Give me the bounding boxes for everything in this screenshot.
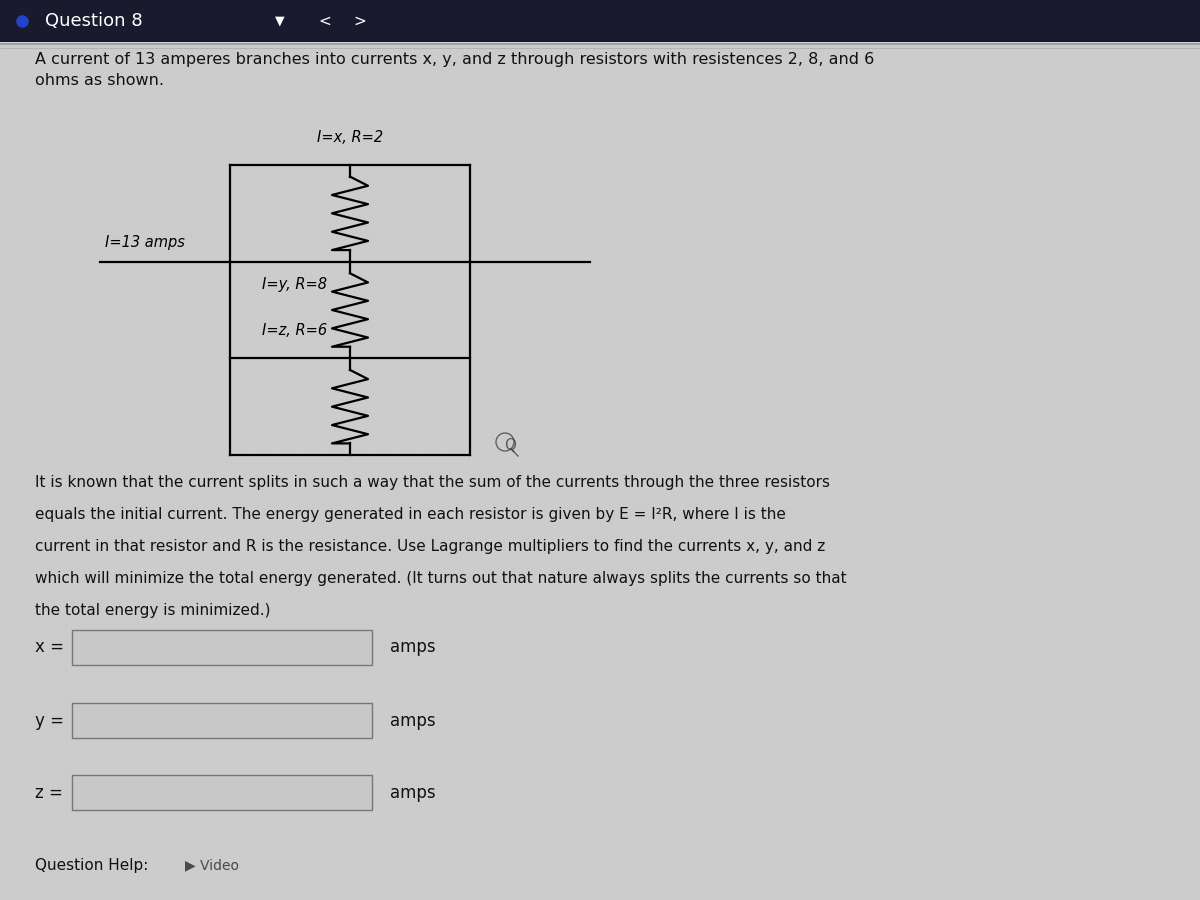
Text: equals the initial current. The energy generated in each resistor is given by E : equals the initial current. The energy g…	[35, 507, 786, 522]
Text: >: >	[354, 14, 366, 29]
Text: current in that resistor and R is the resistance. Use Lagrange multipliers to fi: current in that resistor and R is the re…	[35, 539, 826, 554]
Text: the total energy is minimized.): the total energy is minimized.)	[35, 603, 270, 618]
FancyBboxPatch shape	[0, 0, 1200, 42]
Text: I=z, R=6: I=z, R=6	[263, 323, 328, 338]
Text: which will minimize the total energy generated. (It turns out that nature always: which will minimize the total energy gen…	[35, 571, 847, 586]
Text: ▶ Video: ▶ Video	[185, 858, 239, 872]
Text: I=y, R=8: I=y, R=8	[263, 277, 328, 292]
Text: I=x, R=2: I=x, R=2	[317, 130, 383, 145]
FancyBboxPatch shape	[0, 44, 1200, 900]
FancyBboxPatch shape	[72, 775, 372, 810]
Text: amps: amps	[390, 784, 436, 802]
Text: Question Help:: Question Help:	[35, 858, 149, 873]
Text: A current of 13 amperes branches into currents x, y, and z through resistors wit: A current of 13 amperes branches into cu…	[35, 52, 875, 88]
Text: Question 8: Question 8	[46, 12, 143, 30]
FancyBboxPatch shape	[72, 630, 372, 665]
Text: <: <	[319, 14, 331, 29]
Text: It is known that the current splits in such a way that the sum of the currents t: It is known that the current splits in s…	[35, 475, 830, 490]
Text: amps: amps	[390, 638, 436, 656]
Text: y =: y =	[35, 712, 64, 730]
Text: Q: Q	[504, 437, 516, 453]
Text: ▼: ▼	[275, 14, 284, 28]
FancyBboxPatch shape	[72, 703, 372, 738]
Text: amps: amps	[390, 712, 436, 730]
Text: I=13 amps: I=13 amps	[106, 235, 185, 249]
Text: z =: z =	[35, 784, 62, 802]
Text: x =: x =	[35, 638, 64, 656]
